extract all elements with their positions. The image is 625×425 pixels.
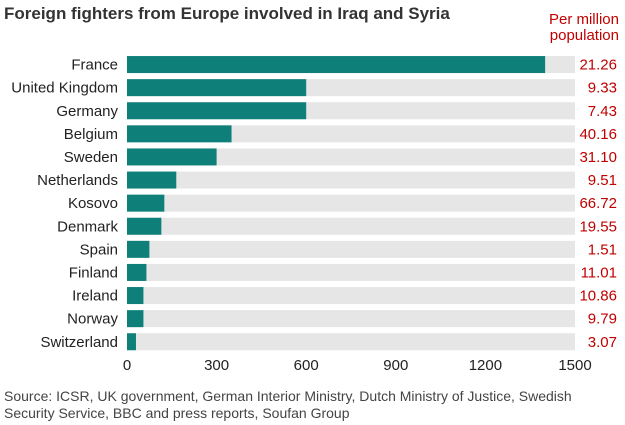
bar [127, 148, 217, 166]
per-million-header-line1: Per million [548, 11, 619, 28]
bar [127, 240, 150, 258]
per-million-value: 9.33 [588, 80, 617, 97]
x-tick-label: 600 [294, 357, 319, 374]
per-million-value: 10.86 [579, 288, 617, 305]
bar [127, 125, 232, 143]
bar [127, 310, 144, 328]
per-million-value: 66.72 [579, 195, 617, 212]
category-label: Kosovo [68, 195, 118, 212]
bar-track [127, 194, 575, 212]
per-million-value: 40.16 [579, 126, 617, 143]
bar [127, 102, 307, 120]
category-label: Sweden [64, 149, 118, 166]
per-million-value: 19.55 [579, 218, 617, 235]
category-label: Netherlands [37, 172, 118, 189]
bar-track [127, 310, 575, 328]
x-tick-label: 900 [383, 357, 408, 374]
bar-track [127, 287, 575, 305]
per-million-value: 9.51 [588, 172, 617, 189]
per-million-value: 11.01 [581, 264, 617, 281]
per-million-value: 9.79 [588, 311, 617, 328]
bar [127, 79, 307, 97]
per-million-value: 31.10 [579, 149, 617, 166]
category-label: Norway [67, 311, 118, 328]
category-label: France [71, 57, 118, 74]
category-label: Germany [56, 103, 118, 120]
category-label: Spain [80, 241, 118, 258]
bar-track [127, 263, 575, 281]
category-label: Switzerland [40, 334, 118, 351]
per-million-value: 3.07 [588, 334, 617, 351]
bar-track [127, 171, 575, 189]
category-label: Denmark [57, 218, 118, 235]
category-label: Ireland [72, 288, 118, 305]
chart-title: Foreign fighters from Europe involved in… [4, 4, 450, 23]
bar [127, 333, 136, 351]
x-tick-label: 300 [204, 357, 229, 374]
per-million-value: 21.26 [579, 57, 617, 74]
bar [127, 194, 165, 212]
category-label: United Kingdom [11, 80, 118, 97]
x-tick-label: 1200 [469, 357, 502, 374]
bar-chart: France 21.26 United Kingdom 9.33 Germany 7.43… [11, 56, 617, 374]
bar-track [127, 125, 575, 143]
bar-track [127, 240, 575, 258]
per-million-header: Per million population [539, 12, 619, 44]
bar [127, 217, 162, 235]
bar [127, 263, 147, 281]
bar-track [127, 333, 575, 351]
per-million-header-line2: population [549, 27, 619, 44]
bar [127, 171, 177, 189]
bar [127, 56, 546, 74]
x-tick-label: 0 [123, 357, 131, 374]
category-label: Finland [69, 264, 118, 281]
source-note: Source: ICSR, UK government, German Inte… [4, 388, 572, 421]
bar-track [127, 217, 575, 235]
bar-track [127, 148, 575, 166]
bar [127, 287, 144, 305]
x-tick-label: 1500 [558, 357, 591, 374]
category-label: Belgium [64, 126, 118, 143]
per-million-value: 7.43 [588, 103, 617, 120]
per-million-value: 1.51 [588, 241, 617, 258]
